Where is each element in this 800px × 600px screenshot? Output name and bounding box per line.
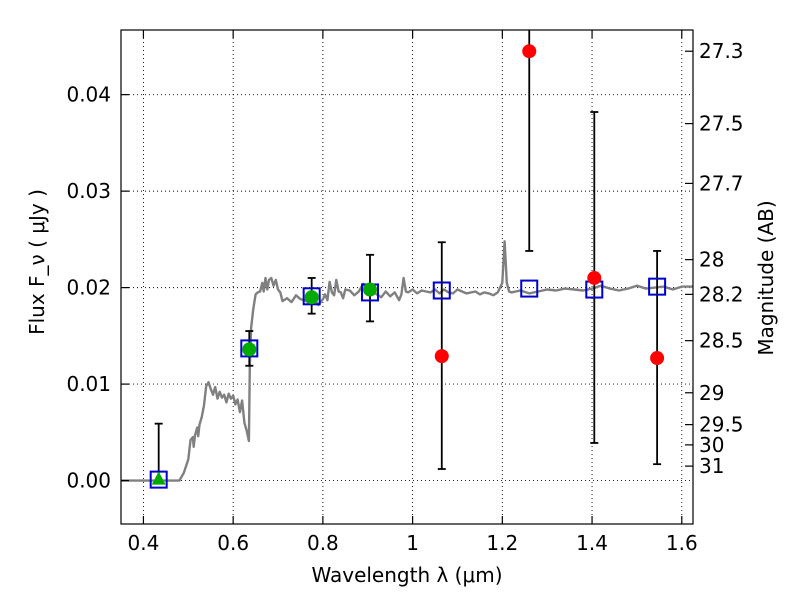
x-tick-label: 0.6 xyxy=(217,531,249,555)
plot-frame xyxy=(120,29,694,525)
right-tick-label: 28.5 xyxy=(699,329,744,353)
right-tick-label: 29.5 xyxy=(699,413,744,437)
y-tick-label: 0.00 xyxy=(66,469,111,493)
green-upper-limit-triangle xyxy=(151,471,166,485)
right-axis-label: Magnitude (AB) xyxy=(754,200,778,355)
model-flux-square xyxy=(648,277,667,296)
x-tick-label: 1.6 xyxy=(666,531,698,555)
right-tick-label: 27.3 xyxy=(699,39,744,63)
model-flux-square xyxy=(520,279,539,298)
red-data-point xyxy=(587,270,602,285)
model-spectrum-line xyxy=(121,240,693,482)
green-data-point xyxy=(304,290,319,305)
x-tick-label: 0.8 xyxy=(307,531,339,555)
x-tick-label: 1 xyxy=(406,531,419,555)
y-tick-label: 0.02 xyxy=(66,276,111,300)
right-tick-label: 30 xyxy=(699,433,724,457)
y-tick-label: 0.01 xyxy=(66,372,111,396)
model-flux-square xyxy=(432,281,451,300)
right-tick-label: 27.7 xyxy=(699,171,744,195)
right-tick-label: 28.2 xyxy=(699,282,744,306)
right-tick-label: 27.5 xyxy=(699,112,744,136)
y-axis-label: Flux F_ν ( μJy ) xyxy=(25,189,49,335)
x-tick-label: 1.2 xyxy=(486,531,518,555)
y-tick-label: 0.03 xyxy=(66,179,111,203)
tick-layer: 0.4 0.6 0.8 1 1.2 1.4 1.6 0.00 0.01 0.02 0.03 0.04 2… xyxy=(66,30,744,555)
right-tick-label: 29 xyxy=(699,381,724,405)
right-tick-label: 31 xyxy=(699,454,724,478)
model-flux-square xyxy=(240,339,259,358)
green-data-point xyxy=(362,282,377,297)
red-data-point xyxy=(650,351,665,366)
y-tick-label: 0.04 xyxy=(66,83,111,107)
x-tick-label: 0.4 xyxy=(128,531,160,555)
x-axis-label: Wavelength λ (μm) xyxy=(311,563,502,587)
model-flux-square xyxy=(302,287,321,306)
red-data-point xyxy=(522,44,537,59)
data-layer xyxy=(121,30,693,489)
red-data-point xyxy=(434,349,449,364)
grid-layer xyxy=(121,30,693,524)
right-tick-label: 28 xyxy=(699,248,724,272)
green-data-point xyxy=(242,342,257,357)
x-tick-label: 1.4 xyxy=(576,531,608,555)
